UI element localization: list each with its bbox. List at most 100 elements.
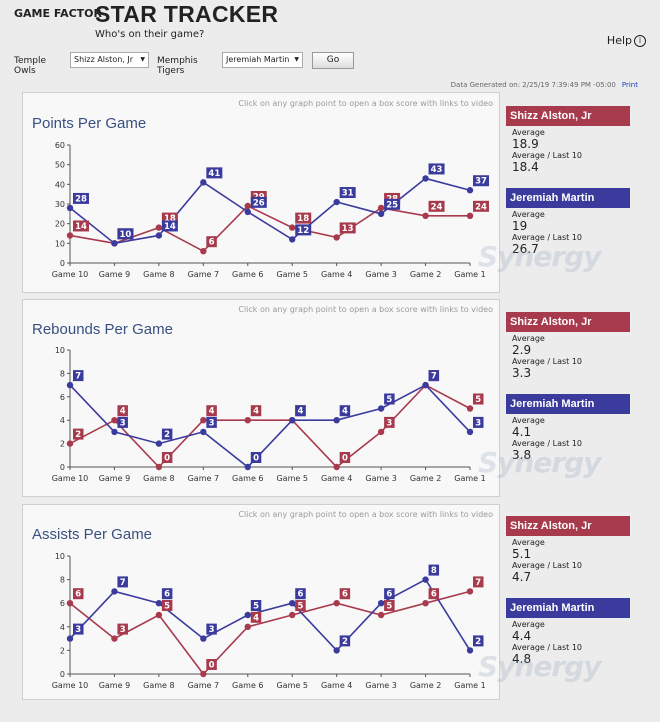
player2-data-point[interactable] bbox=[289, 236, 296, 243]
player1-data-label-box bbox=[73, 220, 89, 232]
player1-data-point[interactable] bbox=[66, 600, 74, 607]
team1-player-select[interactable]: Shizz Alston, Jr ▼ bbox=[70, 52, 149, 68]
player2-data-label: 31 bbox=[342, 189, 354, 199]
player1-series-line bbox=[69, 590, 471, 676]
player1-data-point[interactable] bbox=[289, 224, 296, 231]
page-subtitle: Who's on their game? bbox=[95, 29, 205, 40]
player1-data-point[interactable] bbox=[422, 600, 429, 607]
player1-data-point[interactable] bbox=[155, 463, 163, 471]
player1-data-point[interactable] bbox=[333, 600, 340, 607]
player2-data-point[interactable] bbox=[155, 440, 163, 447]
player2-name-bar[interactable]: Jeremiah Martin bbox=[506, 394, 630, 414]
player1-name-bar[interactable]: Shizz Alston, Jr bbox=[506, 516, 630, 536]
player2-data-point[interactable] bbox=[377, 210, 385, 218]
y-tick-label: 8 bbox=[60, 576, 65, 585]
player1-data-point[interactable] bbox=[466, 588, 474, 595]
player2-data-point[interactable] bbox=[422, 576, 429, 583]
player2-data-point[interactable] bbox=[200, 179, 207, 186]
player2-data-point[interactable] bbox=[244, 463, 251, 471]
x-tick-label: Game 7 bbox=[188, 270, 219, 279]
player1-data-point[interactable] bbox=[66, 232, 74, 239]
player2-data-label-box bbox=[428, 564, 440, 576]
player1-data-point[interactable] bbox=[466, 405, 474, 412]
player1-data-point[interactable] bbox=[244, 417, 251, 424]
player2-data-point[interactable] bbox=[111, 588, 118, 595]
average-label: Average bbox=[512, 416, 545, 425]
player2-data-point[interactable] bbox=[200, 428, 207, 436]
team2-player-value: Jeremiah Martin bbox=[226, 55, 290, 64]
y-tick-label: 20 bbox=[55, 220, 65, 229]
player2-data-label: 28 bbox=[75, 194, 87, 204]
player2-data-label-box bbox=[73, 192, 89, 204]
player2-data-point[interactable] bbox=[111, 428, 118, 436]
player2-data-point[interactable] bbox=[289, 417, 296, 424]
print-link[interactable]: Print bbox=[621, 81, 638, 89]
team2-player-select[interactable]: Jeremiah Martin ▼ bbox=[222, 52, 303, 68]
player2-data-point[interactable] bbox=[422, 381, 429, 389]
player2-data-point[interactable] bbox=[466, 428, 474, 436]
player1-data-point[interactable] bbox=[155, 611, 163, 619]
player1-data-label-box bbox=[206, 405, 217, 417]
player2-data-point[interactable] bbox=[333, 198, 340, 206]
player2-data-point[interactable] bbox=[66, 204, 74, 212]
player1-last10: 18.4 bbox=[512, 160, 539, 174]
player2-data-point[interactable] bbox=[422, 175, 429, 182]
player1-data-label-box bbox=[161, 600, 173, 611]
player1-data-point[interactable] bbox=[377, 428, 385, 436]
player1-data-label-box bbox=[339, 452, 351, 463]
go-button[interactable]: Go bbox=[312, 52, 354, 69]
player1-data-point[interactable] bbox=[422, 212, 429, 219]
player1-data-label-box bbox=[73, 428, 84, 440]
player1-data-point[interactable] bbox=[333, 463, 340, 471]
y-tick-label: 40 bbox=[55, 180, 65, 189]
player1-data-point[interactable] bbox=[377, 611, 385, 619]
player2-data-label: 3 bbox=[475, 418, 481, 428]
player1-data-label: 24 bbox=[475, 202, 487, 212]
player2-data-point[interactable] bbox=[111, 240, 118, 247]
player2-data-label: 7 bbox=[120, 578, 126, 588]
player2-data-point[interactable] bbox=[377, 405, 385, 412]
player2-data-point[interactable] bbox=[466, 647, 474, 654]
player2-data-point[interactable] bbox=[289, 600, 296, 607]
player1-data-point[interactable] bbox=[200, 248, 207, 255]
player2-data-point[interactable] bbox=[155, 232, 163, 239]
help-link[interactable]: Help i bbox=[607, 34, 646, 47]
player2-data-point[interactable] bbox=[244, 611, 251, 619]
x-tick-label: Game 4 bbox=[321, 681, 352, 690]
player1-data-point[interactable] bbox=[200, 417, 207, 424]
player2-data-label-box bbox=[161, 428, 173, 440]
player2-data-point[interactable] bbox=[200, 635, 207, 642]
y-tick-label: 2 bbox=[60, 646, 65, 655]
player2-data-label-box bbox=[161, 220, 178, 232]
player1-data-point[interactable] bbox=[155, 224, 163, 231]
player1-data-point[interactable] bbox=[66, 440, 74, 447]
y-tick-label: 10 bbox=[55, 239, 65, 248]
player1-data-point[interactable] bbox=[244, 623, 251, 630]
player2-data-point[interactable] bbox=[333, 647, 340, 654]
player1-data-label: 2 bbox=[75, 430, 81, 440]
player1-data-point[interactable] bbox=[111, 635, 118, 642]
player2-data-point[interactable] bbox=[155, 600, 163, 607]
player1-name-bar[interactable]: Shizz Alston, Jr bbox=[506, 312, 630, 332]
player1-data-point[interactable] bbox=[377, 204, 385, 212]
player1-data-point[interactable] bbox=[111, 417, 118, 424]
player1-data-point[interactable] bbox=[466, 212, 474, 219]
player2-data-label: 2 bbox=[342, 637, 348, 647]
player1-data-point[interactable] bbox=[333, 234, 340, 241]
player2-name-bar[interactable]: Jeremiah Martin bbox=[506, 188, 630, 208]
player1-data-point[interactable] bbox=[289, 611, 296, 619]
player2-data-point[interactable] bbox=[66, 635, 74, 642]
player2-data-point[interactable] bbox=[333, 417, 340, 424]
player2-data-point[interactable] bbox=[66, 381, 74, 389]
player1-data-point[interactable] bbox=[200, 670, 207, 678]
player2-name-bar[interactable]: Jeremiah Martin bbox=[506, 598, 630, 618]
player2-data-point[interactable] bbox=[377, 600, 385, 607]
y-tick-label: 30 bbox=[55, 200, 65, 209]
x-tick-label: Game 6 bbox=[232, 474, 263, 483]
player2-data-point[interactable] bbox=[244, 208, 251, 216]
player1-data-point[interactable] bbox=[244, 202, 251, 210]
player1-data-label: 13 bbox=[342, 224, 354, 234]
player1-name-bar[interactable]: Shizz Alston, Jr bbox=[506, 106, 630, 126]
player2-data-point[interactable] bbox=[466, 187, 474, 194]
player2-data-label-box bbox=[473, 635, 484, 647]
